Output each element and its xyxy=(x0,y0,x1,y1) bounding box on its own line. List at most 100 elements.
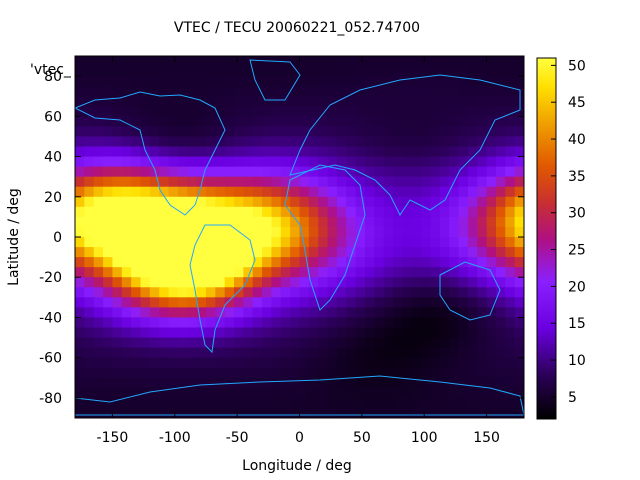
heatmap-cell xyxy=(421,387,432,399)
heatmap-cell xyxy=(374,156,385,168)
heatmap-cell xyxy=(243,347,254,359)
heatmap-cell xyxy=(402,267,413,278)
heatmap-cell xyxy=(383,267,394,278)
heatmap-cell xyxy=(336,116,347,127)
heatmap-cell xyxy=(402,186,413,198)
heatmap-cell xyxy=(224,126,235,138)
heatmap-cell xyxy=(205,317,216,329)
heatmap-cell xyxy=(205,146,216,158)
heatmap-cell xyxy=(308,397,319,409)
heatmap-cell xyxy=(252,196,263,208)
heatmap-cell xyxy=(103,86,114,97)
heatmap-cell xyxy=(215,56,226,67)
heatmap-cell xyxy=(234,216,244,228)
x-tick-label: -100 xyxy=(159,430,191,446)
heatmap-cell xyxy=(168,166,179,178)
heatmap-cell xyxy=(262,357,273,369)
heatmap-cell xyxy=(290,317,301,329)
heatmap-cell xyxy=(402,247,413,258)
heatmap-cell xyxy=(205,327,216,339)
heatmap-cell xyxy=(112,317,123,329)
heatmap-cell xyxy=(505,397,516,409)
heatmap-cell xyxy=(159,397,170,409)
heatmap-cell xyxy=(252,367,263,379)
heatmap-cell xyxy=(421,56,432,67)
heatmap-cell xyxy=(271,136,282,148)
heatmap-cell xyxy=(355,257,366,268)
heatmap-cell xyxy=(467,317,478,329)
heatmap-cell xyxy=(131,277,142,288)
heatmap-cell xyxy=(262,116,273,127)
heatmap-cell xyxy=(168,317,179,329)
heatmap-cell xyxy=(411,297,422,308)
heatmap-cell xyxy=(355,267,366,278)
heatmap-cell xyxy=(477,397,488,409)
heatmap-cell xyxy=(402,377,413,389)
heatmap-cell xyxy=(84,126,95,138)
heatmap-cell xyxy=(271,126,282,138)
heatmap-cell xyxy=(177,136,188,148)
heatmap-cell xyxy=(346,347,357,359)
heatmap-cell xyxy=(402,397,413,409)
heatmap-cell xyxy=(121,156,132,168)
heatmap-cell xyxy=(393,267,403,278)
heatmap-cell xyxy=(495,216,506,228)
heatmap-cell xyxy=(514,307,524,319)
heatmap-cell xyxy=(234,156,244,168)
heatmap-cell xyxy=(393,317,403,329)
heatmap-cell xyxy=(449,146,460,158)
heatmap-cell xyxy=(505,176,516,188)
heatmap-cell xyxy=(290,287,301,298)
heatmap-cell xyxy=(318,56,329,67)
heatmap-cell xyxy=(290,327,301,339)
heatmap-cell xyxy=(477,106,488,117)
heatmap-cell xyxy=(112,196,123,208)
heatmap-cell xyxy=(336,126,347,138)
heatmap-cell xyxy=(458,126,469,138)
heatmap-cell xyxy=(393,56,403,67)
heatmap-cell xyxy=(439,216,450,228)
heatmap-cell xyxy=(121,377,132,389)
heatmap-cell xyxy=(477,337,488,349)
heatmap-cell xyxy=(486,297,497,308)
heatmap-cell xyxy=(383,166,394,178)
heatmap-cell xyxy=(318,347,329,359)
heatmap-cell xyxy=(103,226,114,238)
heatmap-cell xyxy=(84,257,95,268)
heatmap-cell xyxy=(187,357,198,369)
heatmap-cell xyxy=(103,136,114,148)
heatmap-cell xyxy=(84,186,95,198)
heatmap-cell xyxy=(299,226,310,238)
heatmap-cell xyxy=(84,367,95,379)
heatmap-cell xyxy=(430,357,441,369)
heatmap-cell xyxy=(449,86,460,97)
heatmap-cell xyxy=(327,307,338,319)
heatmap-cell xyxy=(205,226,216,238)
heatmap-cell xyxy=(486,176,497,188)
heatmap-cell xyxy=(280,357,291,369)
heatmap-cell xyxy=(346,216,357,228)
heatmap-cell xyxy=(467,136,478,148)
heatmap-cell xyxy=(84,377,95,389)
heatmap-cell xyxy=(84,206,95,218)
colorbar xyxy=(536,57,557,420)
heatmap-cell xyxy=(131,96,142,107)
heatmap-cell xyxy=(393,156,403,168)
heatmap-cell xyxy=(364,267,375,278)
heatmap-cell xyxy=(177,317,188,329)
heatmap-cell xyxy=(234,86,244,97)
heatmap-cell xyxy=(252,136,263,148)
heatmap-cell xyxy=(327,357,338,369)
heatmap-cell xyxy=(374,226,385,238)
heatmap-cell xyxy=(271,377,282,389)
heatmap-cell xyxy=(505,347,516,359)
heatmap-cell xyxy=(299,397,310,409)
heatmap-cell xyxy=(93,56,104,67)
heatmap-cell xyxy=(112,116,123,127)
heatmap-cell xyxy=(346,247,357,258)
heatmap-cell xyxy=(318,317,329,329)
heatmap-cell xyxy=(280,156,291,168)
heatmap-cell xyxy=(215,347,226,359)
heatmap-cell xyxy=(430,136,441,148)
heatmap-cell xyxy=(103,267,114,278)
